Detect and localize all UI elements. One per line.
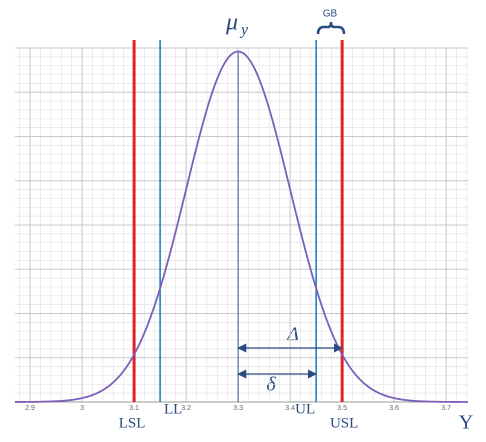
limit-label: UL bbox=[295, 401, 315, 417]
mean-subscript: y bbox=[239, 22, 249, 39]
x-axis-label: Y bbox=[459, 412, 473, 434]
mean-symbol: μ bbox=[225, 10, 238, 36]
distribution-curve bbox=[15, 50, 468, 403]
x-tick-label: 3.2 bbox=[181, 405, 191, 412]
limit-label: USL bbox=[330, 415, 358, 431]
x-tick-label: 3.6 bbox=[389, 405, 399, 412]
x-tick-label: 3.4 bbox=[285, 405, 295, 412]
limit-label: LL bbox=[164, 401, 182, 417]
x-tick-label: 3 bbox=[80, 405, 84, 412]
x-tick-label: 3.7 bbox=[441, 405, 451, 412]
guard-band-brace bbox=[316, 21, 346, 35]
big-delta-label: Δ bbox=[286, 324, 299, 346]
x-tick-label: 2.9 bbox=[25, 405, 35, 412]
limit-label: LSL bbox=[119, 415, 146, 431]
guard-band-label: GB bbox=[323, 9, 338, 20]
x-tick-label: 3.3 bbox=[233, 405, 243, 412]
x-tick-label: 3.5 bbox=[337, 405, 347, 412]
x-tick-label: 3.1 bbox=[129, 405, 139, 412]
